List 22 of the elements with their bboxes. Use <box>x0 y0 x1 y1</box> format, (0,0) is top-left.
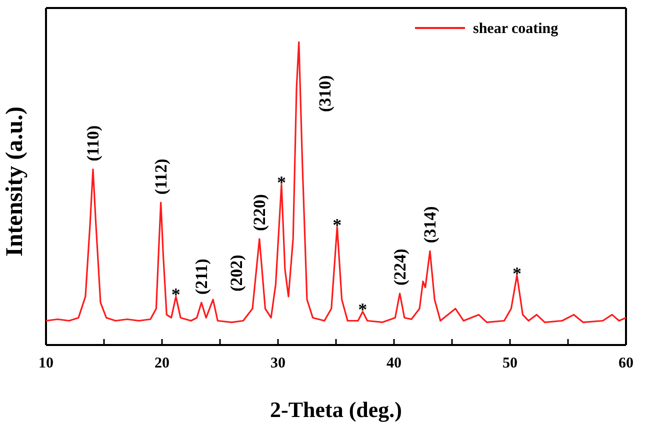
annotation: * <box>332 214 342 235</box>
x-tick-label: 60 <box>618 356 634 372</box>
annotation: (202) <box>226 254 246 292</box>
legend-label: shear coating <box>473 21 559 37</box>
x-tick-label: 30 <box>270 356 286 372</box>
annotation: (224) <box>390 248 410 286</box>
annotation: (314) <box>420 206 440 244</box>
x-tick-label: 20 <box>154 356 170 372</box>
annotation: * <box>171 284 180 305</box>
x-tick-label: 50 <box>502 356 518 372</box>
annotation: (310) <box>315 75 334 112</box>
annotation: * <box>276 172 286 192</box>
x-tick-label: 10 <box>38 356 54 372</box>
annotation: * <box>512 263 522 284</box>
annotation: (110) <box>83 125 102 162</box>
annotation: (211) <box>192 258 211 295</box>
x-axis-title: 2-Theta (deg.) <box>270 397 402 422</box>
annotation: * <box>358 300 368 320</box>
annotation: (220) <box>250 194 269 231</box>
x-tick-label: 40 <box>386 356 402 372</box>
annotation: (112) <box>151 158 170 195</box>
y-axis-title: Intensity (a.u.) <box>2 106 28 257</box>
